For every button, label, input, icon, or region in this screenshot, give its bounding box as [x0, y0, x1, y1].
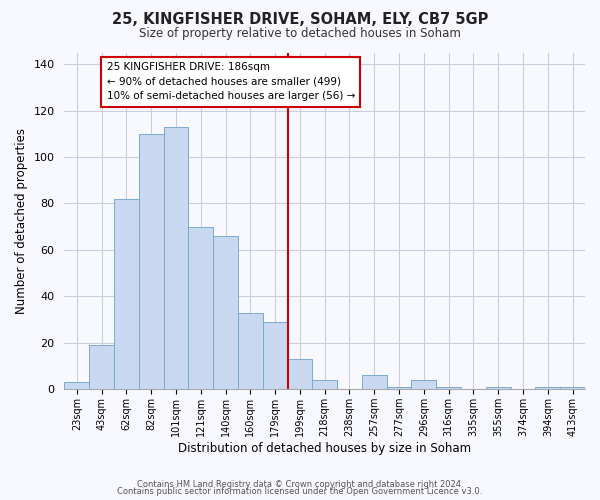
Text: Contains HM Land Registry data © Crown copyright and database right 2024.: Contains HM Land Registry data © Crown c… [137, 480, 463, 489]
Text: Size of property relative to detached houses in Soham: Size of property relative to detached ho… [139, 28, 461, 40]
Bar [164, 127, 188, 390]
Bar [313, 380, 337, 390]
Bar [188, 226, 213, 390]
Text: 25 KINGFISHER DRIVE: 186sqm
← 90% of detached houses are smaller (499)
10% of se: 25 KINGFISHER DRIVE: 186sqm ← 90% of det… [107, 62, 355, 102]
Bar [486, 387, 511, 390]
Bar [386, 387, 412, 390]
Bar [139, 134, 164, 390]
Bar [412, 380, 436, 390]
Bar [535, 387, 560, 390]
Bar [436, 387, 461, 390]
Bar [238, 312, 263, 390]
Bar [114, 199, 139, 390]
Bar [89, 345, 114, 390]
Bar [64, 382, 89, 390]
Y-axis label: Number of detached properties: Number of detached properties [15, 128, 28, 314]
Bar [213, 236, 238, 390]
Text: Contains public sector information licensed under the Open Government Licence v3: Contains public sector information licen… [118, 487, 482, 496]
Bar [287, 359, 313, 390]
X-axis label: Distribution of detached houses by size in Soham: Distribution of detached houses by size … [178, 442, 471, 455]
Text: 25, KINGFISHER DRIVE, SOHAM, ELY, CB7 5GP: 25, KINGFISHER DRIVE, SOHAM, ELY, CB7 5G… [112, 12, 488, 28]
Bar [560, 387, 585, 390]
Bar [263, 322, 287, 390]
Bar [362, 376, 386, 390]
